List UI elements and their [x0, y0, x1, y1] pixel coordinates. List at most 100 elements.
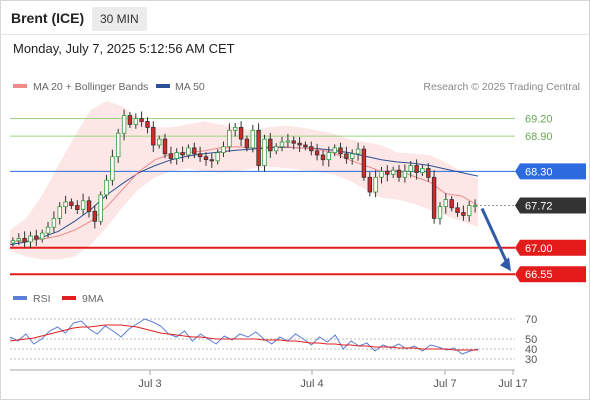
candle-down	[86, 200, 92, 212]
ma9-legend-label: 9MA	[82, 293, 104, 305]
candle-up	[116, 132, 121, 158]
candle-down	[303, 144, 308, 148]
candle-up	[28, 235, 33, 243]
projection-arrow-shaft	[480, 207, 510, 266]
candle-up	[186, 147, 191, 156]
x-tick-label: Jul 4	[300, 378, 323, 390]
level-label-69.20: 69.20	[525, 114, 553, 126]
rsi-tick-40: 40	[525, 344, 537, 356]
ma20-legend-swatch	[13, 84, 27, 88]
projection-arrow-head	[500, 257, 511, 272]
candle-up	[215, 152, 220, 162]
candle-up	[227, 129, 232, 148]
candle-down	[396, 169, 402, 178]
candle-down	[238, 127, 244, 140]
candle-down	[455, 207, 460, 213]
candle-down	[309, 146, 314, 152]
level-badge-66.55	[515, 266, 586, 283]
rsi-line	[9, 318, 479, 355]
candle-up	[80, 200, 86, 211]
x-tick-label: Jul 7	[433, 378, 456, 390]
x-tick-label: Jul 3	[138, 378, 161, 390]
candle-down	[426, 168, 431, 178]
candle-down	[180, 152, 185, 156]
credit-label: Research © 2025 Trading Central	[423, 81, 580, 93]
candle-up	[156, 138, 162, 146]
candle-up	[402, 170, 408, 178]
timeframe-badge[interactable]: 30 MIN	[92, 7, 147, 31]
candle-up	[373, 176, 378, 193]
candle-up	[45, 226, 51, 234]
candle-up	[472, 205, 478, 207]
candle-down	[297, 142, 302, 146]
ma20-legend-label: MA 20 + Bollinger Bands	[33, 81, 148, 93]
level-label-67.00: 67.00	[525, 243, 553, 255]
candle-up	[121, 115, 127, 134]
candle-down	[291, 140, 296, 144]
level-label-67.72: 67.72	[525, 201, 553, 213]
candle-up	[408, 165, 413, 172]
rsi-tick-50: 50	[525, 334, 537, 346]
candle-up	[349, 153, 355, 159]
candle-up	[379, 170, 384, 178]
level-label-66.55: 66.55	[525, 269, 553, 281]
candles-layer	[10, 109, 478, 249]
candle-up	[51, 217, 57, 228]
candle-up	[63, 201, 68, 208]
bollinger-band-fill	[10, 100, 478, 260]
candle-up	[232, 127, 238, 131]
candle-up	[98, 194, 103, 222]
candle-down	[256, 129, 261, 166]
candle-up	[174, 152, 179, 159]
bollinger-bands-layer	[10, 100, 478, 260]
candle-down	[449, 199, 454, 209]
candle-up	[279, 141, 285, 148]
candle-up	[40, 232, 45, 240]
candle-down	[338, 147, 343, 155]
candle-down	[244, 138, 250, 149]
level-badge-68.30	[515, 163, 586, 180]
candle-down	[192, 147, 197, 155]
level-label-68.90: 68.90	[525, 131, 553, 143]
candle-up	[262, 138, 267, 166]
rsi-legend-label: RSI	[33, 293, 51, 305]
candle-up	[250, 129, 255, 149]
candle-up	[273, 146, 279, 152]
rsi-legend-swatch	[13, 296, 27, 300]
instrument-title: Brent (ICE)	[11, 10, 85, 26]
candle-up	[355, 148, 361, 155]
ma50-legend-label: MA 50	[175, 81, 205, 93]
candle-down	[22, 237, 27, 243]
header-divider	[0, 34, 590, 35]
candle-up	[221, 146, 226, 153]
candle-down	[314, 150, 320, 156]
candle-up	[104, 179, 109, 196]
candle-up	[420, 168, 425, 173]
candle-down	[385, 170, 390, 175]
levels-layer	[10, 118, 515, 276]
candle-up	[390, 169, 396, 175]
ma50-legend-swatch	[156, 84, 170, 88]
candle-down	[127, 115, 133, 125]
x-tick-label: Jul 17	[498, 378, 527, 390]
candle-down	[361, 148, 367, 178]
candle-down	[92, 210, 97, 222]
timestamp-label: Monday, July 7, 2025 5:12:56 AM CET	[13, 41, 235, 56]
candle-up	[443, 199, 448, 208]
candle-down	[209, 159, 214, 162]
candle-down	[75, 205, 80, 210]
x-axis: Jul 3 Jul 4 Jul 7 Jul 17	[10, 369, 528, 390]
candle-down	[168, 153, 174, 159]
candle-down	[69, 201, 74, 206]
level-badge-67.72	[515, 197, 586, 214]
candle-up	[285, 140, 291, 143]
candle-down	[139, 118, 144, 122]
candle-down	[268, 138, 273, 152]
candle-up	[466, 205, 472, 216]
level-labels-layer: 69.20 68.90 68.30 67.72 67.00 66.55	[515, 114, 586, 283]
candle-down	[197, 153, 203, 158]
candle-down	[320, 154, 326, 161]
rsi-ma9-line	[9, 324, 478, 351]
